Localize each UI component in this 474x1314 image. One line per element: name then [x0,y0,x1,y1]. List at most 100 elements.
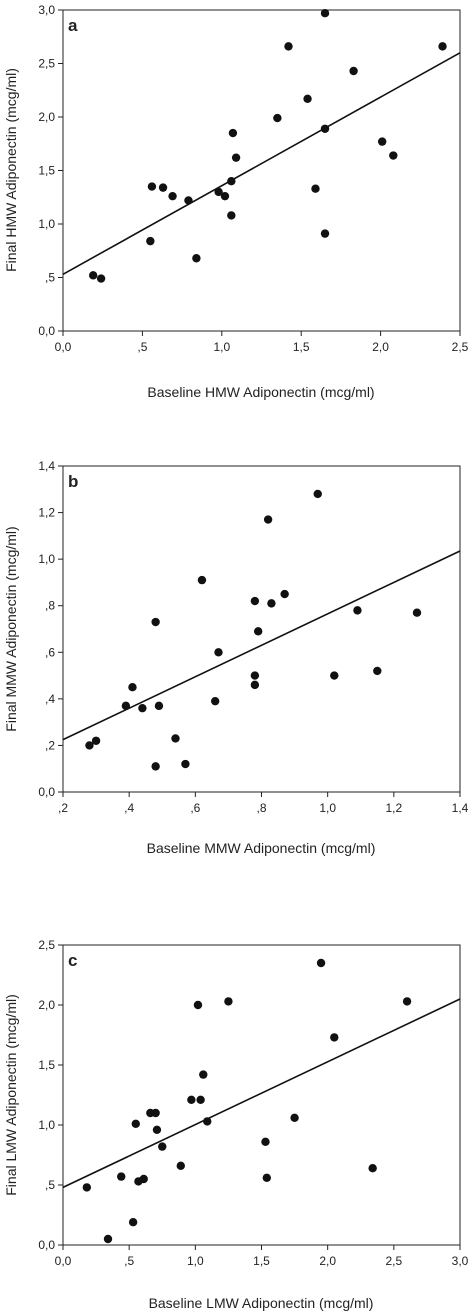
data-point [128,683,137,692]
data-point [377,137,387,146]
data-point [330,1033,339,1042]
x-tick-label: ,2 [58,801,68,815]
y-axis-label: Final HMW Adiponectin (mcg/ml) [3,68,19,272]
y-tick-label: 1,0 [38,552,55,566]
data-point [187,1095,196,1105]
x-tick-label: 1,4 [452,801,469,815]
plot-frame [62,9,461,332]
x-tick-label: 1,5 [293,340,310,354]
data-point [373,666,382,676]
y-tick-label: ,5 [45,1178,55,1192]
data-point [231,153,241,162]
data-point [316,958,326,968]
x-tick-label: 2,0 [372,340,389,354]
data-point [263,515,273,524]
data-point [117,1172,126,1181]
x-axis-label: Baseline MMW Adiponectin (mcg/ml) [147,840,376,856]
data-point [273,113,282,123]
y-tick-label: 1,0 [38,1118,55,1132]
data-point [197,575,207,585]
data-point [151,762,160,771]
data-point [85,741,94,750]
x-tick-label: ,8 [256,801,266,815]
y-tick-label: ,6 [45,645,55,659]
data-point [320,124,330,133]
data-point [250,596,260,606]
x-tick-label: 2,5 [385,1254,402,1268]
data-point [284,42,293,51]
x-tick-label: 1,2 [385,801,402,815]
x-axis-label: Baseline LMW Adiponectin (mcg/ml) [149,1295,374,1311]
data-point [82,1183,92,1192]
y-tick-label: 1,4 [38,459,55,473]
data-point [171,734,180,743]
panel-a-chart: a Baseline HMW Adiponectin (mcg/ml) Fina… [3,3,469,400]
data-point [214,648,223,657]
y-tick-label: 0,0 [38,785,55,799]
data-point [210,696,220,706]
data-point [402,997,412,1006]
data-point [184,196,193,205]
x-tick-label: 0,0 [55,340,72,354]
data-point [176,1161,185,1171]
data-point [203,1117,212,1126]
y-tick-label: 1,5 [38,1058,55,1072]
data-point [158,183,168,192]
panel-label: a [68,16,78,35]
y-tick-label: 2,5 [38,57,55,71]
y-tick-label: ,8 [45,599,55,613]
data-point [224,997,233,1006]
x-axis-label: Baseline HMW Adiponectin (mcg/ml) [147,384,374,400]
y-axis-label: Final MMW Adiponectin (mcg/ml) [3,526,19,731]
y-tick-label: ,5 [45,271,55,285]
data-point [220,191,230,201]
data-point [250,680,260,690]
x-tick-label: 1,0 [319,801,336,815]
data-point [139,1174,148,1184]
regression-line [62,998,461,1189]
y-tick-label: 0,0 [38,324,55,338]
data-point [199,1070,208,1079]
y-tick-label: ,2 [45,738,55,752]
data-point [138,703,147,713]
regression-line [62,52,461,275]
y-tick-label: 3,0 [38,3,55,17]
x-tick-label: ,5 [137,340,147,354]
y-tick-label: ,4 [45,692,55,706]
data-point [196,1095,205,1105]
data-point [412,608,422,617]
panel-label: b [68,472,78,491]
data-point [128,1218,138,1227]
data-point [262,1173,271,1183]
regression-line [62,550,461,741]
data-point [267,599,276,608]
y-tick-label: 2,0 [38,110,55,124]
data-point [253,627,263,636]
data-point [349,66,358,76]
x-tick-label: 1,5 [253,1254,270,1268]
data-point [91,736,101,745]
data-point [214,187,223,197]
x-tick-label: 0,0 [55,1254,72,1268]
data-point [438,42,447,51]
data-point [96,274,106,283]
data-point [168,191,177,201]
x-tick-label: 2,5 [452,340,469,354]
y-tick-label: 2,0 [38,998,55,1012]
data-point [250,671,260,680]
x-tick-label: ,6 [190,801,200,815]
data-point [261,1137,270,1147]
y-tick-label: 1,0 [38,217,55,231]
y-tick-label: 0,0 [38,1238,55,1252]
data-point [353,606,362,615]
data-point [320,229,330,238]
x-tick-label: ,4 [124,801,134,815]
data-point [330,671,339,680]
data-point [121,701,131,711]
data-point [103,1234,113,1244]
data-point [193,1000,203,1010]
y-tick-label: 1,2 [38,506,55,520]
data-point [227,211,236,220]
panel-c-chart: c Baseline LMW Adiponectin (mcg/ml) Fina… [3,938,469,1311]
x-tick-label: 1,0 [213,340,230,354]
